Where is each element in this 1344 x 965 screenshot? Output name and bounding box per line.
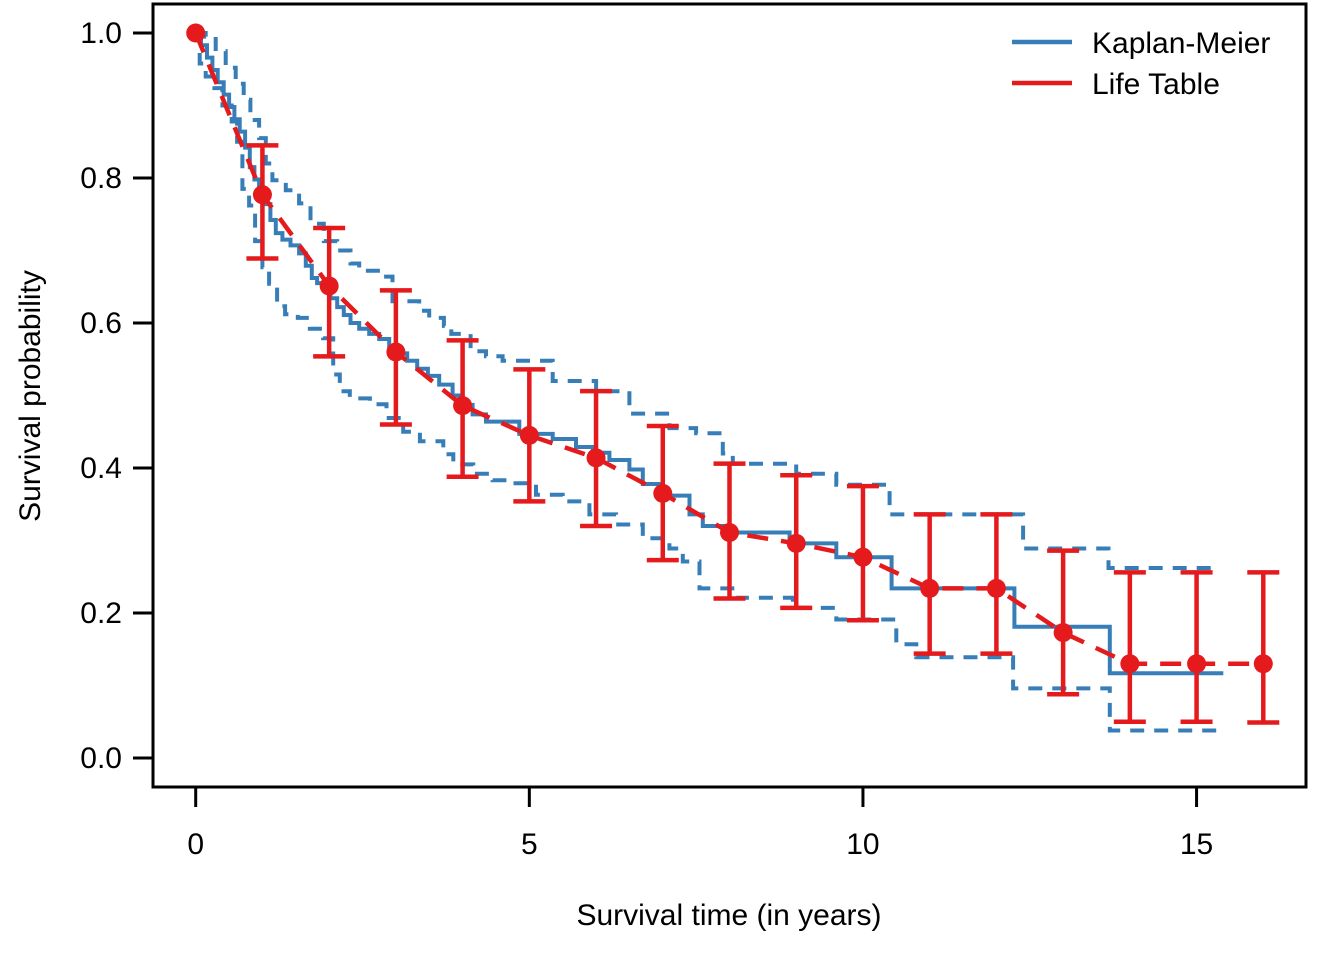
y-axis-tick-label: 0.2 — [80, 597, 122, 630]
confidence-band-path — [195, 31, 1218, 733]
km-upper-ci-line — [195, 31, 1218, 570]
legend-kaplan-meier-label: Kaplan-Meier — [1092, 27, 1270, 60]
life-table-point — [319, 276, 339, 296]
y-axis: 0.0 0.2 0.4 0.6 0.8 1.0 — [80, 17, 153, 775]
life-table-point — [186, 23, 206, 43]
life-table-point — [653, 483, 673, 503]
y-axis-tick-label: 0.6 — [80, 307, 122, 340]
y-axis-tick-label: 0.8 — [80, 162, 122, 195]
life-table-point — [986, 578, 1006, 598]
life-table-series — [186, 23, 1280, 725]
life-table-point — [453, 396, 473, 416]
x-axis-tick-label: 15 — [1180, 828, 1213, 861]
y-axis-tick-label: 0.0 — [80, 742, 122, 775]
life-table-point — [1120, 654, 1140, 674]
life-table-point — [1187, 654, 1207, 674]
y-axis-tick-label: 1.0 — [80, 17, 122, 50]
km-lower-ci-line — [195, 31, 1218, 733]
plot-frame — [151, 2, 1308, 789]
x-axis-tick-label: 0 — [187, 828, 204, 861]
km-curve-line — [195, 31, 1224, 676]
confidence-band-path — [195, 31, 1218, 570]
life-table-point — [720, 523, 739, 543]
legend-life-table-label: Life Table — [1092, 68, 1220, 101]
km-step-path — [195, 31, 1224, 676]
life-table-point — [1253, 654, 1273, 674]
x-axis: 0 5 10 15 — [187, 787, 1213, 861]
life-table-point — [519, 425, 539, 445]
life-table-point — [786, 533, 806, 553]
x-axis-title: Survival time (in years) — [576, 899, 881, 932]
life-table-point — [252, 185, 272, 205]
life-table-point — [586, 448, 606, 468]
x-axis-tick-label: 5 — [521, 828, 538, 861]
x-axis-tick-label: 10 — [846, 828, 879, 861]
life-table-point — [1053, 623, 1073, 643]
life-table-point — [853, 547, 873, 567]
legend: Kaplan-Meier Life Table — [1012, 27, 1270, 101]
life-table-point — [386, 342, 406, 362]
life-table-point — [920, 578, 940, 598]
y-axis-title: Survival probability — [14, 270, 47, 522]
y-axis-tick-label: 0.4 — [80, 452, 122, 485]
